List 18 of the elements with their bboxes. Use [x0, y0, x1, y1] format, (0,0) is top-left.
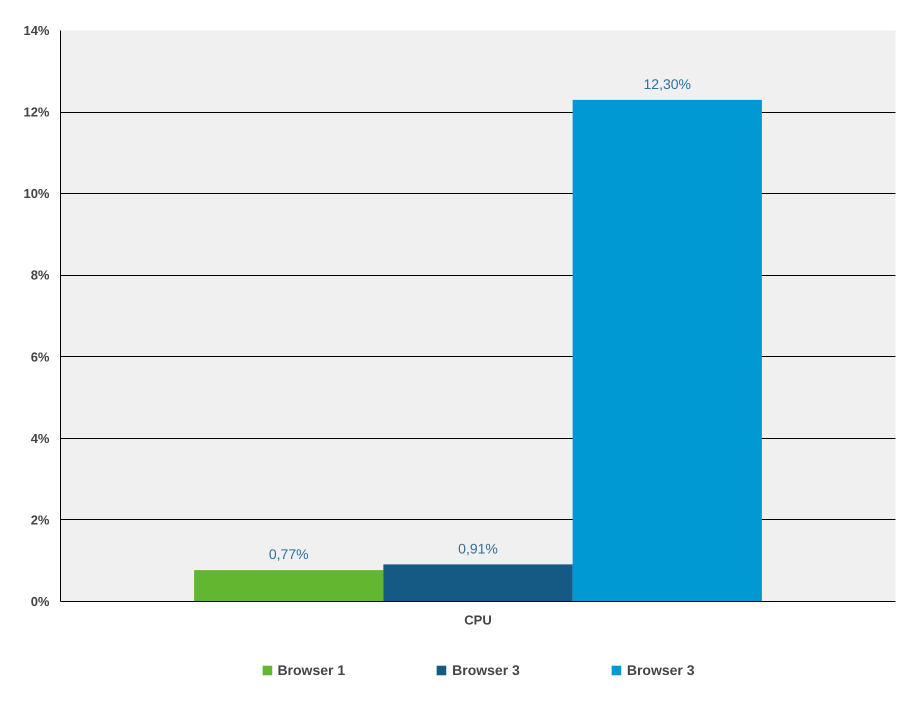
y-tick-label: 10% — [23, 186, 50, 202]
data-label: 0,91% — [458, 540, 498, 556]
y-tick-label: 0% — [30, 594, 50, 609]
legend-label: Browser 1 — [277, 662, 346, 678]
y-tick-label: 12% — [23, 104, 50, 120]
bar — [572, 100, 762, 602]
bar — [194, 570, 384, 602]
data-label: 0,77% — [268, 546, 309, 562]
legend-label: Browser 3 — [452, 662, 520, 678]
legend-label: Browser 3 — [626, 662, 695, 678]
data-label: 12,30% — [644, 76, 692, 92]
bar — [383, 564, 573, 602]
y-tick-label: 2% — [30, 512, 50, 528]
y-tick-label: 6% — [30, 349, 50, 364]
y-tick-label: 14% — [23, 23, 50, 38]
y-tick-label: 4% — [30, 430, 50, 446]
y-tick-label: 8% — [30, 268, 50, 283]
x-tick-label: CPU — [464, 612, 492, 628]
